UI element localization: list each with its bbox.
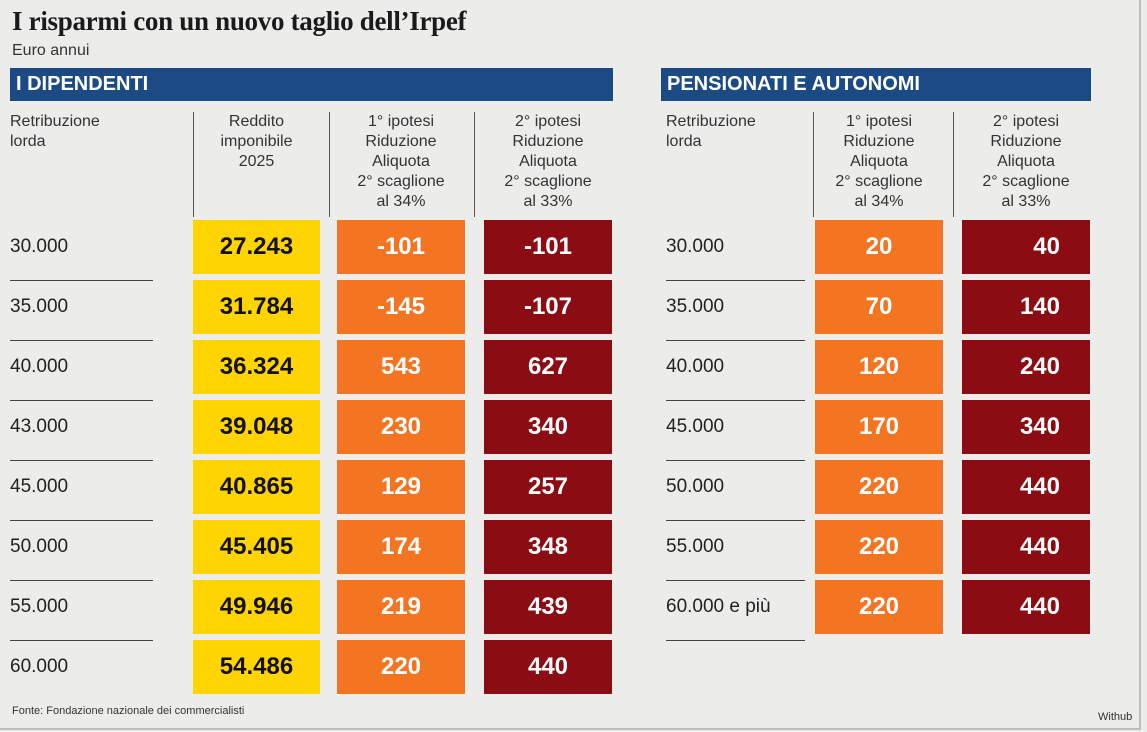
row-divider (10, 400, 153, 401)
value-cell: 49.946 (193, 580, 320, 634)
row-label: 35.000 (666, 296, 725, 317)
row-label: 43.000 (10, 416, 69, 437)
row-divider (10, 580, 153, 581)
value-cell: 220 (337, 640, 465, 694)
value-cell: 543 (337, 340, 465, 394)
row-label: 40.000 (10, 356, 69, 377)
value-cell: 340 (962, 400, 1090, 454)
value-cell: 36.324 (193, 340, 320, 394)
row-label: 50.000 (666, 476, 725, 497)
value-cell: 70 (815, 280, 943, 334)
value-cell: 27.243 (193, 220, 320, 274)
column-header: Reddito imponibile 2025 (220, 113, 293, 170)
row-divider (666, 520, 805, 521)
row-label: 45.000 (10, 476, 69, 497)
value-cell: 31.784 (193, 280, 320, 334)
value-cell: 54.486 (193, 640, 320, 694)
value-cell: 220 (815, 580, 943, 634)
value-cell: 45.405 (193, 520, 320, 574)
value-cell: -101 (484, 220, 612, 274)
value-cell: -101 (337, 220, 465, 274)
value-cell: 627 (484, 340, 612, 394)
row-divider (666, 580, 805, 581)
row-divider (666, 460, 805, 461)
row-label: 45.000 (666, 416, 725, 437)
value-cell: 120 (815, 340, 943, 394)
row-label: 40.000 (666, 356, 725, 377)
column-header: Retribuzione lorda (10, 113, 100, 150)
row-divider (10, 640, 153, 641)
column-divider (193, 112, 194, 217)
column-divider (474, 112, 475, 217)
value-cell: 219 (337, 580, 465, 634)
value-cell: 440 (962, 520, 1090, 574)
source-note: Fonte: Fondazione nazionale dei commerci… (12, 705, 245, 717)
value-cell: 20 (815, 220, 943, 274)
column-divider (953, 112, 954, 217)
row-divider (666, 400, 805, 401)
value-cell: 440 (484, 640, 612, 694)
value-cell: 39.048 (193, 400, 320, 454)
row-divider (666, 280, 805, 281)
column-header: 1° ipotesi Riduzione Aliquota 2° scaglione a… (835, 113, 923, 210)
row-label: 55.000 (10, 596, 69, 617)
value-cell: 230 (337, 400, 465, 454)
section-pensionati-header: PENSIONATI E AUTONOMI (661, 68, 1091, 101)
subtitle: Euro annui (12, 42, 90, 59)
section-dipendenti-header: I DIPENDENTI (10, 68, 613, 101)
row-label: 55.000 (666, 536, 725, 557)
row-label: 60.000 (10, 656, 69, 677)
column-header: 1° ipotesi Riduzione Aliquota 2° scaglione a… (357, 113, 445, 210)
column-header: 2° ipotesi Riduzione Aliquota 2° scaglione a… (982, 113, 1070, 210)
row-label: 60.000 e più (666, 596, 771, 617)
page-title: I risparmi con un nuovo taglio dell’Irpe… (12, 6, 467, 36)
value-cell: 439 (484, 580, 612, 634)
value-cell: -107 (484, 280, 612, 334)
value-cell: 348 (484, 520, 612, 574)
value-cell: 440 (962, 460, 1090, 514)
value-cell: 440 (962, 580, 1090, 634)
value-cell: 240 (962, 340, 1090, 394)
row-divider (10, 460, 153, 461)
row-divider (10, 280, 153, 281)
value-cell: 220 (815, 460, 943, 514)
value-cell: 220 (815, 520, 943, 574)
column-divider (813, 112, 814, 217)
value-cell: 170 (815, 400, 943, 454)
brand-credit: Withub (1098, 711, 1133, 723)
row-divider (10, 340, 153, 341)
row-divider (10, 520, 153, 521)
value-cell: 257 (484, 460, 612, 514)
value-cell: 40 (962, 220, 1090, 274)
column-header: Retribuzione lorda (666, 113, 756, 150)
column-divider (329, 112, 330, 217)
row-divider (666, 640, 805, 641)
row-label: 30.000 (666, 236, 725, 257)
value-cell: 140 (962, 280, 1090, 334)
value-cell: 40.865 (193, 460, 320, 514)
value-cell: 340 (484, 400, 612, 454)
row-label: 35.000 (10, 296, 69, 317)
row-label: 50.000 (10, 536, 69, 557)
value-cell: 174 (337, 520, 465, 574)
value-cell: -145 (337, 280, 465, 334)
value-cell: 129 (337, 460, 465, 514)
row-label: 30.000 (10, 236, 69, 257)
column-header: 2° ipotesi Riduzione Aliquota 2° scaglione a… (504, 113, 592, 210)
row-divider (666, 340, 805, 341)
